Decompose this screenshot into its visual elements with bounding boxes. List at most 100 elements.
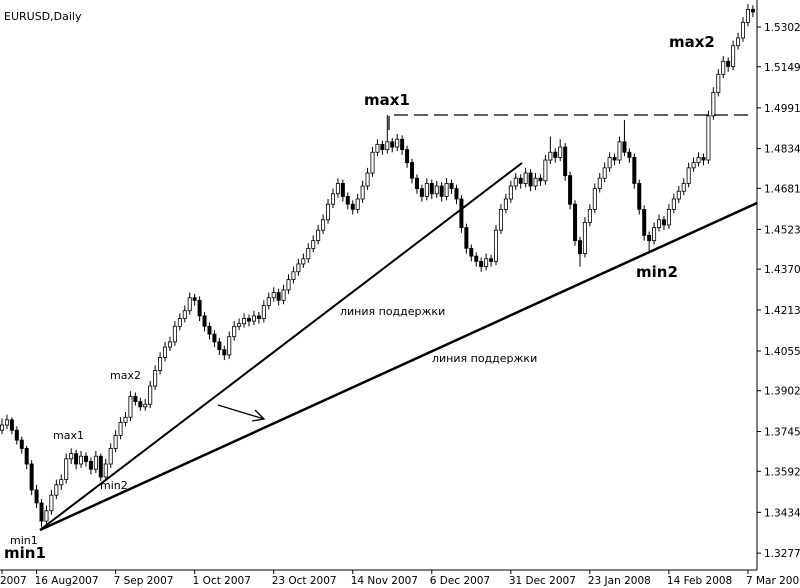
candle-body xyxy=(533,177,538,187)
candle-body xyxy=(316,229,321,241)
candle-body xyxy=(405,149,410,164)
candle-body xyxy=(528,172,533,187)
candle-body xyxy=(573,203,578,241)
candle-body xyxy=(686,167,691,184)
candle-body xyxy=(192,297,197,301)
annotation: max2 xyxy=(110,369,141,382)
candle-body xyxy=(498,208,503,231)
candle-body xyxy=(681,183,686,192)
candle-body xyxy=(449,183,454,190)
candle-body xyxy=(4,419,9,426)
candle-body xyxy=(741,21,746,39)
candle-body xyxy=(543,159,548,182)
candle-body xyxy=(439,185,444,197)
candle-body xyxy=(380,144,385,151)
candle-body xyxy=(464,227,469,249)
candle-body xyxy=(14,429,19,441)
candle-body xyxy=(721,60,726,75)
candle-body xyxy=(459,198,464,228)
candle-body xyxy=(400,138,405,151)
y-tick-label: 1.4055 xyxy=(764,346,800,358)
y-tick-label: 1.3745 xyxy=(764,427,800,439)
candle-body xyxy=(271,292,276,299)
candle-body xyxy=(676,190,681,200)
candle-body xyxy=(360,185,365,200)
candle-body xyxy=(587,208,592,223)
candle-body xyxy=(202,315,207,327)
candle-body xyxy=(434,185,439,195)
candle-body xyxy=(172,325,177,343)
candle-body xyxy=(29,463,34,491)
annotation: max1 xyxy=(53,429,84,442)
candle-body xyxy=(167,341,172,348)
candle-body xyxy=(93,455,98,470)
candle-body xyxy=(345,196,350,205)
candle-body xyxy=(736,37,741,47)
candle-body xyxy=(652,227,657,241)
candle-body xyxy=(558,146,563,158)
candle-body xyxy=(217,341,222,351)
candle-body xyxy=(321,219,326,231)
candle-body xyxy=(518,177,523,184)
candle-body xyxy=(340,183,345,197)
candle-body xyxy=(503,198,508,210)
candle-body xyxy=(429,183,434,195)
candle-body xyxy=(123,416,128,423)
candle-body xyxy=(103,463,108,478)
candle-body xyxy=(365,172,370,187)
x-tick-label: 6 Dec 2007 xyxy=(430,575,490,587)
y-tick-label: 1.5149 xyxy=(764,62,800,74)
candle-body xyxy=(207,325,212,335)
y-tick-label: 1.5302 xyxy=(764,22,800,34)
candle-body xyxy=(330,193,335,205)
x-tick-label: 23 Jan 2008 xyxy=(588,575,651,587)
candle-body xyxy=(54,484,59,496)
x-tick-label: 1 Oct 2007 xyxy=(193,575,251,587)
arrow xyxy=(217,404,265,420)
y-tick-label: 1.3277 xyxy=(764,548,800,560)
candle-body xyxy=(469,247,474,257)
candle-body xyxy=(701,157,706,161)
candle-body xyxy=(9,419,14,431)
candle-body xyxy=(622,141,627,153)
candle-body xyxy=(251,315,256,322)
candle-body xyxy=(197,299,202,317)
candle-body xyxy=(246,318,251,322)
candle-body xyxy=(592,188,597,210)
candle-body xyxy=(602,167,607,179)
y-tick-label: 1.3902 xyxy=(764,386,800,398)
candle-body xyxy=(726,60,731,67)
candle-body xyxy=(79,455,84,465)
candles xyxy=(0,4,755,528)
candle-body xyxy=(291,271,296,280)
candle-body xyxy=(355,198,360,210)
chart-title: EURUSD,Daily xyxy=(4,10,82,23)
candle-body xyxy=(627,151,632,158)
candle-body xyxy=(671,198,676,210)
candle-body xyxy=(49,494,54,512)
x-tick-label: 7 Sep 2007 xyxy=(114,575,174,587)
candle-body xyxy=(98,455,103,478)
candle-body xyxy=(227,336,232,356)
candle-body xyxy=(484,258,489,267)
candle-body xyxy=(731,45,736,67)
candle-body xyxy=(34,489,39,504)
candle-body xyxy=(661,219,666,226)
support-line xyxy=(39,201,758,532)
candle-body xyxy=(513,177,518,187)
candle-body xyxy=(59,479,64,486)
candle-body xyxy=(454,188,459,200)
candle-body xyxy=(163,346,168,358)
x-tick-label: 23 Oct 2007 xyxy=(272,575,337,587)
candle-body xyxy=(182,310,187,319)
candle-body xyxy=(657,219,662,228)
x-tick-label: 16 Aug2007 xyxy=(35,575,99,587)
candle-body xyxy=(474,255,479,262)
candle-body xyxy=(242,318,247,325)
candle-body xyxy=(444,183,449,197)
candle-body xyxy=(424,183,429,197)
y-tick-label: 1.4834 xyxy=(764,144,800,156)
annotation: линия поддержки xyxy=(432,352,537,365)
x-tick-label: 7 Mar 200 xyxy=(746,575,799,587)
